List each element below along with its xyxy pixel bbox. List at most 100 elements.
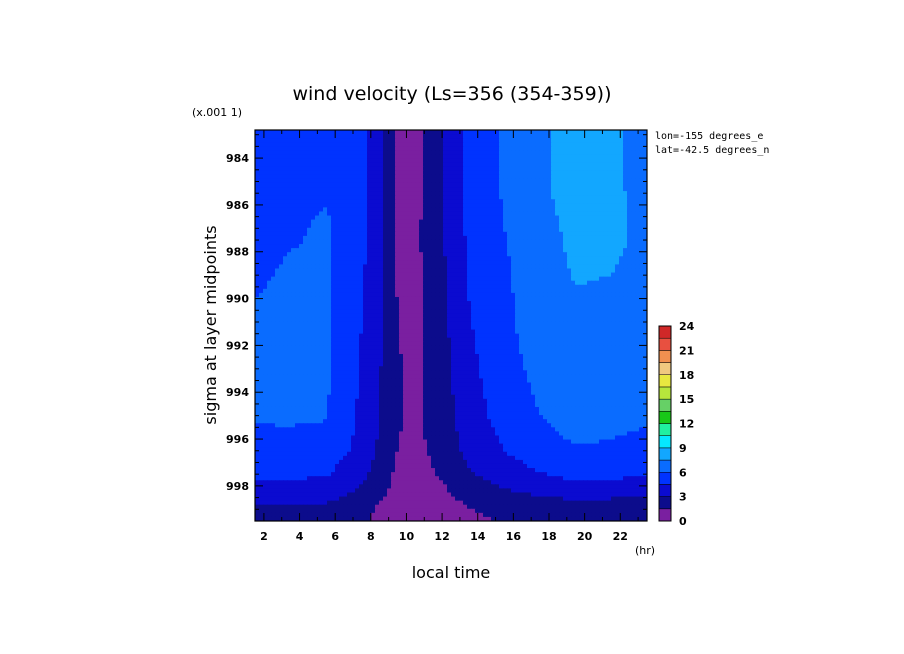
heatmap-cell (307, 219, 312, 225)
heatmap-cell (283, 142, 288, 147)
heatmap-cell (571, 130, 576, 135)
heatmap-cell (431, 313, 436, 318)
heatmap-cell (379, 329, 384, 335)
heatmap-cell (359, 227, 364, 233)
heatmap-cell (623, 276, 628, 282)
heatmap-cell (335, 195, 340, 200)
heatmap-cell (451, 207, 456, 213)
heatmap-cell (367, 195, 372, 200)
heatmap-cell (367, 317, 372, 323)
heatmap-cell (375, 158, 380, 164)
heatmap-cell (271, 252, 276, 257)
heatmap-cell (371, 256, 376, 261)
heatmap-cell (387, 170, 392, 176)
heatmap-cell (259, 284, 264, 290)
heatmap-cell (535, 252, 540, 257)
heatmap-cell (487, 235, 492, 241)
heatmap-cell (383, 174, 388, 180)
heatmap-cell (579, 195, 584, 200)
heatmap-cell (631, 134, 636, 139)
heatmap-cell (383, 227, 388, 233)
heatmap-cell (311, 317, 316, 323)
heatmap-cell (599, 280, 604, 286)
heatmap-cell (339, 146, 344, 151)
heatmap-cell (507, 333, 512, 339)
heatmap-cell (359, 211, 364, 217)
heatmap-cell (491, 276, 496, 282)
heatmap-cell (323, 215, 328, 221)
heatmap-cell (455, 134, 460, 139)
heatmap-cell (359, 244, 364, 249)
heatmap-cell (427, 325, 432, 331)
heatmap-cell (603, 276, 608, 282)
heatmap-cell (599, 296, 604, 302)
heatmap-cell (607, 264, 612, 270)
heatmap-cell (415, 191, 420, 196)
heatmap-cell (383, 264, 388, 270)
heatmap-cell (503, 130, 508, 135)
heatmap-cell (407, 296, 412, 302)
heatmap-cell (303, 207, 308, 213)
heatmap-cell (459, 272, 464, 278)
heatmap-cell (415, 325, 420, 331)
heatmap-cell (259, 170, 264, 176)
heatmap-cell (299, 264, 304, 270)
heatmap-cell (591, 199, 596, 204)
heatmap-cell (479, 227, 484, 233)
heatmap-cell (375, 134, 380, 139)
heatmap-cell (311, 191, 316, 196)
heatmap-cell (263, 248, 268, 253)
heatmap-cell (543, 329, 548, 335)
heatmap-cell (359, 317, 364, 323)
heatmap-cell (483, 296, 488, 302)
heatmap-cell (359, 268, 364, 274)
heatmap-cell (455, 329, 460, 335)
heatmap-cell (607, 309, 612, 314)
heatmap-cell (303, 301, 308, 306)
heatmap-cell (351, 146, 356, 151)
heatmap-cell (307, 296, 312, 302)
heatmap-cell (579, 166, 584, 172)
heatmap-cell (315, 292, 320, 298)
heatmap-cell (323, 252, 328, 257)
heatmap-cell (499, 313, 504, 318)
heatmap-cell (331, 215, 336, 221)
heatmap-cell (555, 325, 560, 331)
heatmap-cell (379, 264, 384, 270)
heatmap-cell (623, 239, 628, 245)
heatmap-cell (347, 333, 352, 339)
heatmap-cell (403, 150, 408, 156)
heatmap-cell (443, 182, 448, 188)
heatmap-cell (387, 268, 392, 274)
heatmap-cell (275, 223, 280, 229)
heatmap-cell (611, 146, 616, 151)
heatmap-cell (475, 199, 480, 204)
heatmap-cell (479, 207, 484, 213)
heatmap-cell (571, 134, 576, 139)
heatmap-cell (559, 301, 564, 306)
heatmap-cell (363, 195, 368, 200)
heatmap-cell (475, 150, 480, 156)
heatmap-cell (331, 199, 336, 204)
heatmap-cell (279, 268, 284, 274)
heatmap-cell (371, 309, 376, 314)
heatmap-cell (619, 138, 624, 143)
heatmap-cell (427, 130, 432, 135)
heatmap-cell (631, 272, 636, 278)
heatmap-cell (403, 154, 408, 160)
heatmap-cell (539, 309, 544, 314)
heatmap-cell (391, 150, 396, 156)
heatmap-cell (451, 178, 456, 184)
heatmap-cell (459, 174, 464, 180)
heatmap-cell (323, 150, 328, 156)
heatmap-cell (499, 162, 504, 168)
heatmap-cell (623, 223, 628, 229)
heatmap-cell (407, 256, 412, 261)
heatmap-cell (519, 174, 524, 180)
heatmap-cell (567, 260, 572, 265)
heatmap-cell (575, 235, 580, 241)
heatmap-cell (503, 150, 508, 156)
heatmap-cell (363, 256, 368, 261)
heatmap-cell (267, 301, 272, 306)
heatmap-cell (319, 162, 324, 168)
